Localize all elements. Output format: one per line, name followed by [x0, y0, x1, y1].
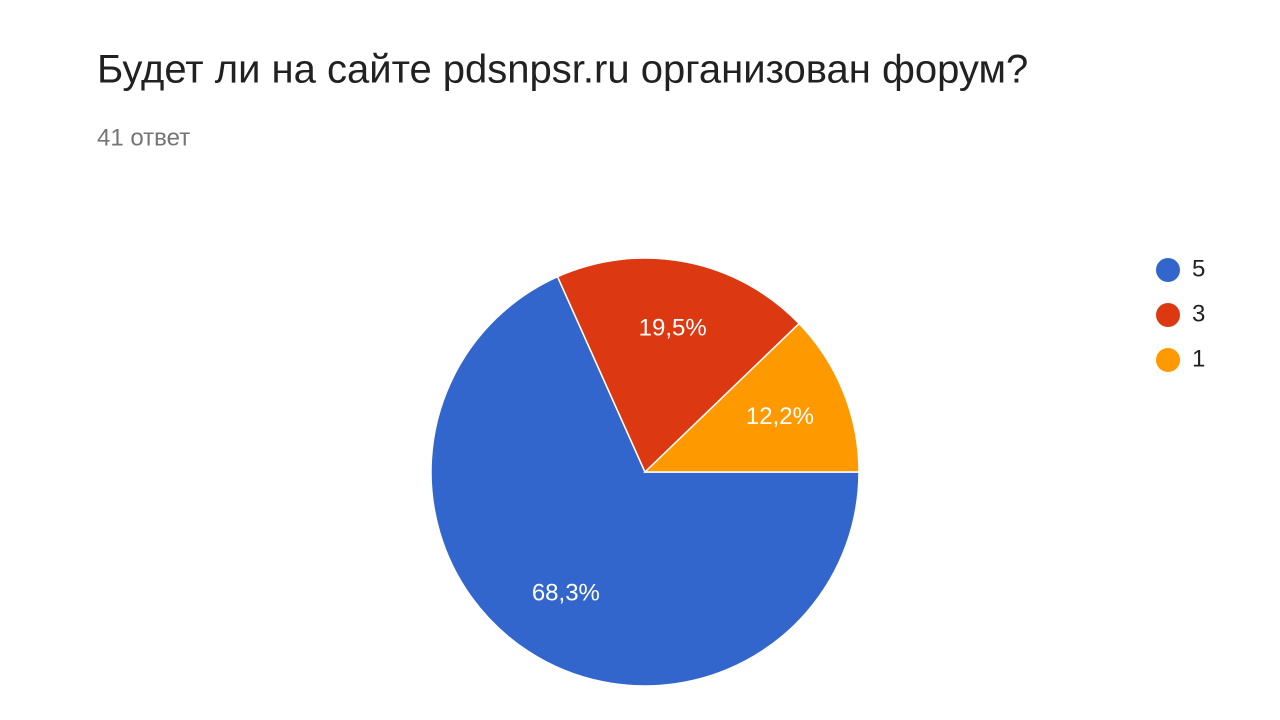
pie-slice	[643, 322, 860, 473]
slice-label: 12,2%	[746, 403, 814, 430]
legend-label: 3	[1192, 300, 1205, 327]
chart-title: Будет ли на сайте pdsnpsr.ru организован…	[97, 48, 1028, 92]
legend-swatch	[1156, 258, 1180, 282]
legend-swatch	[1156, 303, 1180, 327]
legend-label: 1	[1192, 345, 1205, 372]
slice-label: 19,5%	[639, 314, 707, 341]
legend-label: 5	[1192, 255, 1205, 282]
legend-swatch	[1156, 348, 1180, 372]
slice-label: 68,3%	[532, 579, 600, 606]
pie-slice	[556, 257, 801, 474]
chart-subtitle: 41 ответ	[97, 124, 190, 151]
pie-slice	[430, 275, 860, 687]
